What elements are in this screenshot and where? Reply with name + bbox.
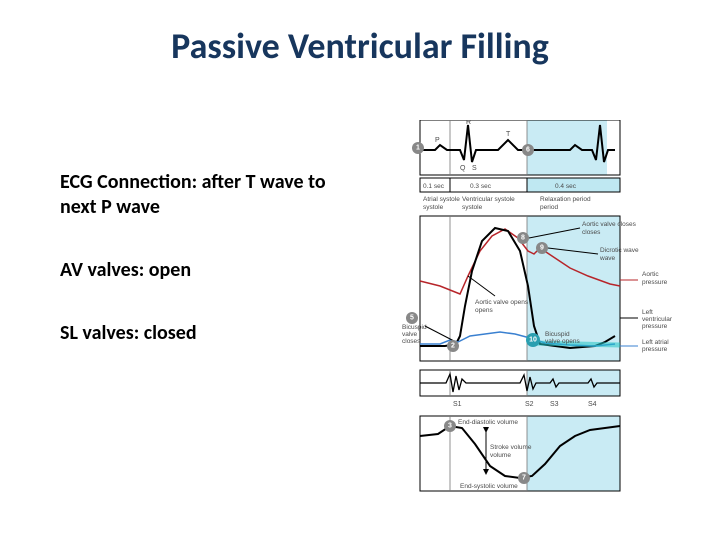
label-edv: End-diastolic volume xyxy=(458,419,518,426)
label-S: S xyxy=(472,165,477,172)
label-T: T xyxy=(506,131,511,138)
time-cell-3: 0.4 sec xyxy=(555,183,577,190)
time-cell-1: 0.1 sec xyxy=(423,183,445,190)
svg-text:volume: volume xyxy=(490,452,511,459)
svg-text:period: period xyxy=(540,204,558,211)
circle-7: 7 xyxy=(522,475,526,482)
panel-sounds: S1 S2 S3 S4 xyxy=(420,370,620,408)
ecg-connection-text: ECG Connection: after T wave to next P w… xyxy=(60,170,360,220)
label-P: P xyxy=(435,137,440,144)
time-sub-3: Relaxation period xyxy=(540,196,591,203)
av-valves-text: AV valves: open xyxy=(60,258,360,283)
label-esv: End-systolic volume xyxy=(460,483,518,490)
label-aortic-opens: Aortic valve opens xyxy=(475,299,529,306)
svg-text:ventricular: ventricular xyxy=(642,316,673,323)
label-aortic-closes: Aortic valve closes xyxy=(582,221,637,228)
label-S2: S2 xyxy=(525,401,534,408)
label-Q: Q xyxy=(460,165,466,172)
cardiac-cycle-figure: 1 6 P Q R S T 0.1 sec 0.3 sec 0.4 sec At… xyxy=(400,120,700,530)
circle-3: 3 xyxy=(448,423,452,430)
cardiac-cycle-svg: 1 6 P Q R S T 0.1 sec 0.3 sec 0.4 sec At… xyxy=(400,120,700,530)
svg-text:valve: valve xyxy=(402,331,418,338)
label-aortic-pressure: Aortic xyxy=(642,271,659,278)
label-lv-pressure: Left xyxy=(642,309,653,316)
panel-pressure: 8 Aortic valve closes closes 9 Dicrotic … xyxy=(402,216,673,361)
svg-text:valve opens: valve opens xyxy=(545,338,580,345)
svg-text:systole: systole xyxy=(423,204,444,211)
label-S3: S3 xyxy=(550,401,559,408)
label-S4: S4 xyxy=(588,401,597,408)
time-cell-2: 0.3 sec xyxy=(470,183,492,190)
svg-text:pressure: pressure xyxy=(642,323,668,330)
label-S1: S1 xyxy=(453,401,462,408)
circle-6: 6 xyxy=(526,147,530,154)
svg-text:opens: opens xyxy=(475,307,493,314)
page-title: Passive Ventricular Filling xyxy=(0,24,720,68)
svg-text:closes: closes xyxy=(582,229,601,236)
time-bar: 0.1 sec 0.3 sec 0.4 sec Atrial systole s… xyxy=(420,178,620,211)
circle-9: 9 xyxy=(540,245,544,252)
circle-8: 8 xyxy=(521,235,525,242)
circle-1: 1 xyxy=(416,145,420,152)
panel-volume: 3 End-diastolic volume Stroke volume vol… xyxy=(420,416,620,491)
time-sub-1: Atrial systole xyxy=(423,196,460,203)
svg-text:systole: systole xyxy=(462,204,483,211)
svg-text:closes: closes xyxy=(402,338,421,345)
circle-10: 10 xyxy=(529,337,537,344)
sl-valves-text: SL valves: closed xyxy=(60,321,360,346)
label-bicuspid-closes-1: Bicuspid xyxy=(402,324,427,331)
circle-5: 5 xyxy=(410,315,414,322)
phase-guides xyxy=(527,120,607,175)
circle-2: 2 xyxy=(451,343,455,350)
label-la-pressure: Left atrial xyxy=(642,339,669,346)
label-dicrotic: Dicrotic wave xyxy=(600,247,639,254)
svg-text:Bicuspid: Bicuspid xyxy=(545,331,570,338)
time-sub-2: Ventricular systole xyxy=(462,196,515,203)
svg-text:wave: wave xyxy=(599,255,616,262)
label-stroke: Stroke volume xyxy=(490,444,532,451)
left-text-block: ECG Connection: after T wave to next P w… xyxy=(60,170,360,384)
svg-text:pressure: pressure xyxy=(642,346,668,353)
svg-text:pressure: pressure xyxy=(642,279,668,286)
label-R: R xyxy=(466,120,471,126)
